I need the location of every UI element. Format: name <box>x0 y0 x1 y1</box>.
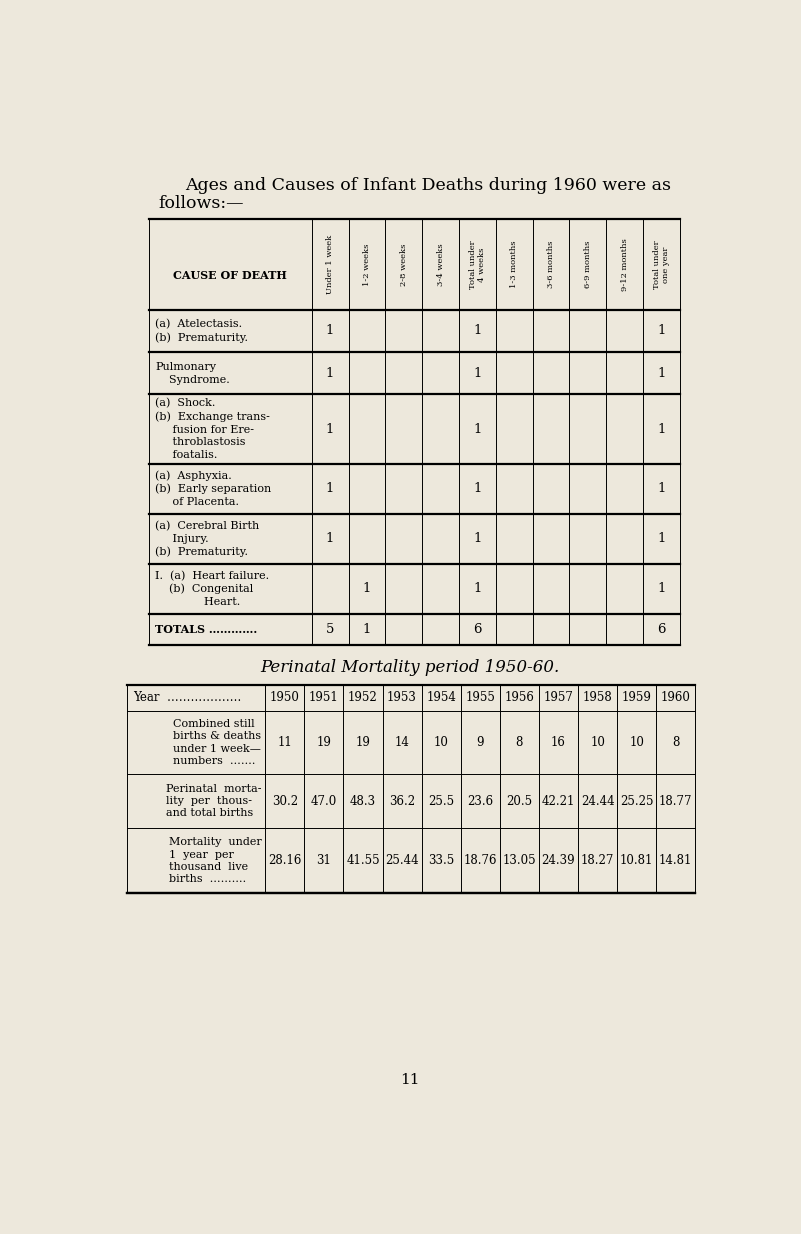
Text: 1: 1 <box>658 366 666 380</box>
Text: CAUSE OF DEATH: CAUSE OF DEATH <box>174 270 288 281</box>
Text: 1: 1 <box>326 325 334 337</box>
Text: 10.81: 10.81 <box>620 854 654 868</box>
Text: 6: 6 <box>657 623 666 636</box>
Text: Pulmonary
    Syndrome.: Pulmonary Syndrome. <box>155 362 230 385</box>
Text: 18.77: 18.77 <box>659 795 693 807</box>
Text: 1956: 1956 <box>505 691 534 705</box>
Text: 14: 14 <box>395 735 409 749</box>
Text: 13.05: 13.05 <box>502 854 536 868</box>
Text: 33.5: 33.5 <box>428 854 454 868</box>
Text: 8: 8 <box>516 735 523 749</box>
Text: 48.3: 48.3 <box>350 795 376 807</box>
Text: Perinatal Mortality period 1950-60.: Perinatal Mortality period 1950-60. <box>260 659 560 676</box>
Text: 1952: 1952 <box>348 691 378 705</box>
Text: 1955: 1955 <box>465 691 495 705</box>
Text: 9: 9 <box>477 735 484 749</box>
Text: (a)  Shock.
(b)  Exchange trans-
     fusion for Ere-
     throblastosis
     fo: (a) Shock. (b) Exchange trans- fusion fo… <box>155 399 270 460</box>
Text: 5: 5 <box>326 623 334 636</box>
Text: 1-2 weeks: 1-2 weeks <box>363 243 371 285</box>
Text: 10: 10 <box>433 735 449 749</box>
Text: 1954: 1954 <box>426 691 456 705</box>
Text: 1: 1 <box>658 582 666 596</box>
Text: 6-9 months: 6-9 months <box>584 241 592 288</box>
Text: 11: 11 <box>277 735 292 749</box>
Text: (a)  Atelectasis.
(b)  Prematurity.: (a) Atelectasis. (b) Prematurity. <box>155 320 248 343</box>
Text: 8: 8 <box>672 735 679 749</box>
Text: 41.55: 41.55 <box>346 854 380 868</box>
Text: 14.81: 14.81 <box>659 854 692 868</box>
Text: 1: 1 <box>326 482 334 495</box>
Text: 10: 10 <box>630 735 644 749</box>
Text: TOTALS ………….: TOTALS …………. <box>155 624 257 634</box>
Text: 1: 1 <box>473 582 481 596</box>
Text: 19: 19 <box>316 735 332 749</box>
Text: I.  (a)  Heart failure.
    (b)  Congenital
              Heart.: I. (a) Heart failure. (b) Congenital Hea… <box>155 570 269 607</box>
Text: 1: 1 <box>473 366 481 380</box>
Text: follows:—: follows:— <box>159 195 244 212</box>
Text: 19: 19 <box>356 735 370 749</box>
Text: 25.44: 25.44 <box>385 854 419 868</box>
Text: Combined still
births & deaths
under 1 week—
numbers  …….: Combined still births & deaths under 1 w… <box>173 719 261 766</box>
Text: 47.0: 47.0 <box>311 795 337 807</box>
Text: 1: 1 <box>363 582 371 596</box>
Text: Year  ……………….: Year ………………. <box>134 691 242 705</box>
Text: 1: 1 <box>658 422 666 436</box>
Text: 30.2: 30.2 <box>272 795 298 807</box>
Text: 20.5: 20.5 <box>506 795 533 807</box>
Text: 25.5: 25.5 <box>428 795 454 807</box>
Text: 1: 1 <box>658 325 666 337</box>
Text: 9-12 months: 9-12 months <box>621 238 629 291</box>
Text: 1950: 1950 <box>270 691 300 705</box>
Text: Mortality  under
1  year  per
thousand  live
births  ……….: Mortality under 1 year per thousand live… <box>168 837 261 885</box>
Text: 3-4 weeks: 3-4 weeks <box>437 243 445 285</box>
Text: 1: 1 <box>326 422 334 436</box>
Text: 2-8 weeks: 2-8 weeks <box>400 243 408 285</box>
Text: 31: 31 <box>316 854 332 868</box>
Text: 24.39: 24.39 <box>541 854 575 868</box>
Text: 1-3 months: 1-3 months <box>510 241 518 288</box>
Text: 36.2: 36.2 <box>389 795 415 807</box>
Text: 1959: 1959 <box>622 691 651 705</box>
Text: 25.25: 25.25 <box>620 795 654 807</box>
Text: 1958: 1958 <box>582 691 613 705</box>
Text: Total under
one year: Total under one year <box>653 241 670 289</box>
Text: 23.6: 23.6 <box>467 795 493 807</box>
Text: 11: 11 <box>400 1072 420 1087</box>
Text: 1: 1 <box>473 422 481 436</box>
Text: 1960: 1960 <box>661 691 690 705</box>
Text: 1: 1 <box>326 532 334 545</box>
Text: 10: 10 <box>590 735 605 749</box>
Text: 3-6 months: 3-6 months <box>547 241 555 288</box>
Text: 42.21: 42.21 <box>541 795 575 807</box>
Text: 1: 1 <box>473 482 481 495</box>
Text: 1951: 1951 <box>309 691 339 705</box>
Text: 6: 6 <box>473 623 481 636</box>
Text: (a)  Asphyxia.
(b)  Early separation
     of Placenta.: (a) Asphyxia. (b) Early separation of Pl… <box>155 470 272 507</box>
Text: 1: 1 <box>658 482 666 495</box>
Text: 1: 1 <box>363 623 371 636</box>
Text: 16: 16 <box>551 735 566 749</box>
Text: Perinatal  morta-
lity  per  thous-
and total births: Perinatal morta- lity per thous- and tot… <box>166 784 261 818</box>
Text: 1957: 1957 <box>544 691 574 705</box>
Text: (a)  Cerebral Birth
     Injury.
(b)  Prematurity.: (a) Cerebral Birth Injury. (b) Prematuri… <box>155 521 260 558</box>
Text: 18.76: 18.76 <box>464 854 497 868</box>
Text: Total under
4 weeks: Total under 4 weeks <box>469 241 486 289</box>
Text: 1: 1 <box>473 325 481 337</box>
Text: Under 1 week: Under 1 week <box>326 234 334 294</box>
Text: 18.27: 18.27 <box>581 854 614 868</box>
Text: 1: 1 <box>473 532 481 545</box>
Text: 1: 1 <box>658 532 666 545</box>
Text: 1: 1 <box>326 366 334 380</box>
Text: 28.16: 28.16 <box>268 854 301 868</box>
Text: 1953: 1953 <box>387 691 417 705</box>
Text: 24.44: 24.44 <box>581 795 614 807</box>
Text: Ages and Causes of Infant Deaths during 1960 were as: Ages and Causes of Infant Deaths during … <box>185 176 671 194</box>
